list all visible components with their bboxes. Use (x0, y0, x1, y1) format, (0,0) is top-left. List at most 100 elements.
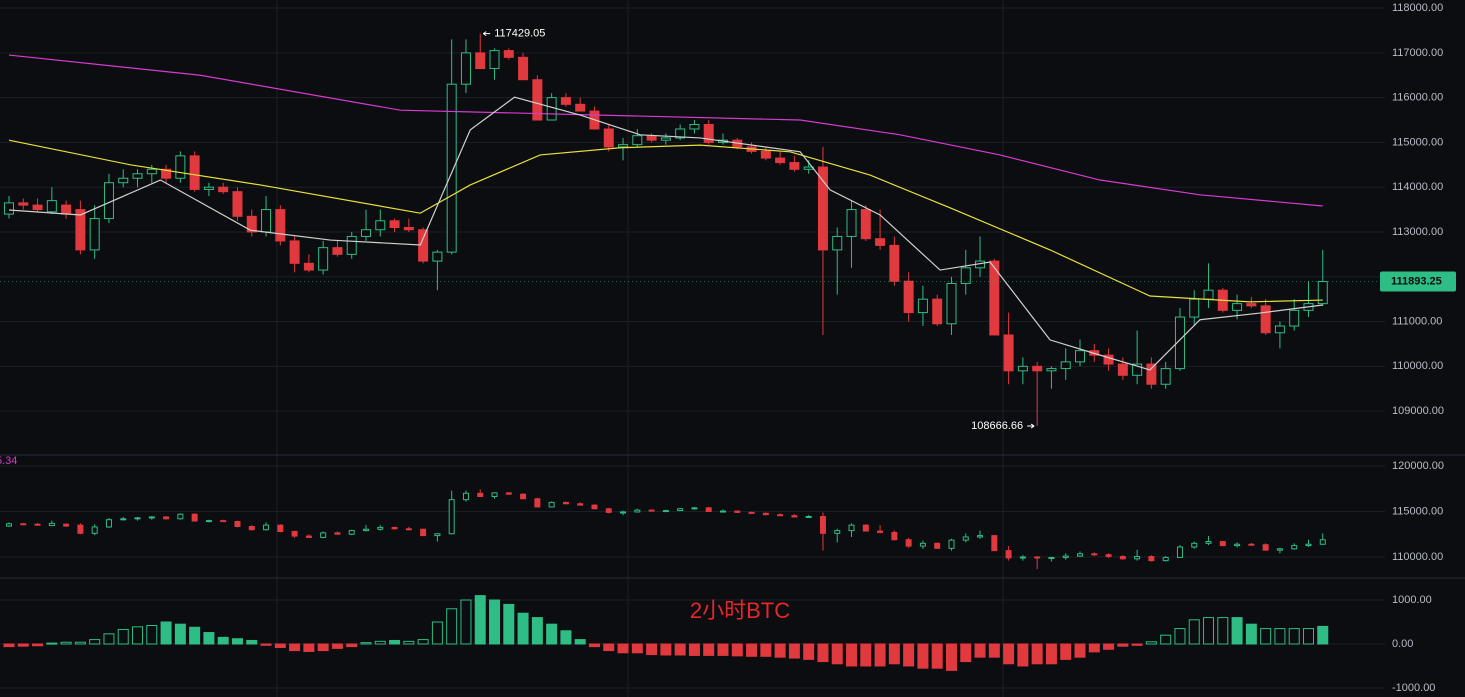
candle-body (1160, 368, 1171, 385)
histogram-bar (60, 641, 72, 645)
candle-body (1017, 365, 1028, 372)
y-tick-label: 115000.00 (1392, 136, 1443, 148)
histogram-bar (603, 643, 615, 652)
candle-body (791, 515, 798, 518)
histogram-bar (274, 643, 286, 649)
candle-body (1117, 363, 1128, 376)
candle-body (548, 501, 555, 508)
histogram-bar (360, 642, 372, 645)
candle-body (675, 128, 686, 139)
candle-body (534, 498, 541, 508)
y-tick-label: 117000.00 (1392, 47, 1443, 59)
candle-body (989, 260, 1000, 336)
candle-body (120, 518, 127, 521)
candle-body (505, 492, 512, 495)
candle-body (948, 539, 955, 549)
candle-body (1232, 303, 1243, 311)
candle-body (1246, 303, 1257, 307)
candle-body (932, 298, 943, 325)
histogram-bar (945, 643, 957, 671)
annotation-arrow (1027, 423, 1035, 429)
candle-body (689, 123, 700, 130)
candle-body (962, 536, 969, 541)
candle-body (34, 523, 41, 526)
candle-body (361, 229, 371, 237)
candle-body (520, 493, 527, 500)
candle-body (175, 155, 186, 179)
histogram-bar (460, 599, 472, 645)
candle-body (1019, 556, 1026, 559)
moving-average-line (8, 96, 1323, 371)
candle-body (75, 209, 86, 251)
candle-body (20, 523, 27, 526)
histogram-bar (874, 643, 886, 667)
candle-body (1176, 546, 1183, 558)
candle-body (1062, 555, 1069, 558)
candle-body (503, 50, 514, 58)
y-tick-label: 1000.00 (1392, 594, 1432, 606)
histogram-bar (560, 630, 572, 645)
candle-body (1162, 556, 1169, 562)
candle-body (91, 526, 98, 534)
candle-body (232, 191, 243, 217)
histogram-bar (1317, 625, 1329, 645)
candle-body (105, 519, 112, 528)
histogram-bar (1203, 617, 1215, 645)
histogram-bar (1074, 643, 1086, 658)
candle-body (1005, 550, 1012, 559)
histogram-bar (660, 643, 672, 656)
candle-body (1174, 316, 1185, 370)
candle-body (677, 508, 684, 512)
histogram-bar (231, 638, 243, 645)
candle-body (1146, 363, 1157, 385)
candle-body (705, 507, 712, 512)
candle-body (1319, 539, 1326, 545)
candle-body (1034, 556, 1041, 559)
candle-body (391, 526, 398, 530)
candle-body (161, 168, 172, 179)
histogram-bar (731, 643, 743, 657)
candle-body (4, 202, 14, 215)
candle-body (32, 204, 43, 211)
candle-body (903, 280, 914, 314)
histogram-bar (1160, 634, 1172, 645)
y-tick-label: 116000.00 (1392, 92, 1443, 104)
histogram-bar (474, 595, 486, 645)
candle-body (860, 209, 871, 240)
candle-body (118, 177, 129, 184)
candle-body (834, 530, 841, 534)
candle-body (762, 512, 769, 516)
histogram-bar (1231, 617, 1243, 645)
candle-body (405, 528, 412, 531)
candle-body (518, 56, 529, 81)
histogram-bar (331, 643, 343, 649)
histogram-bar (1117, 643, 1129, 647)
candle-body (462, 492, 469, 501)
candle-body (720, 510, 726, 513)
candle-body (1032, 365, 1043, 372)
candle-body (819, 516, 826, 534)
candle-body (63, 523, 70, 527)
candle-body (305, 535, 312, 538)
candle-body (1119, 556, 1126, 560)
histogram-bar (1302, 628, 1314, 645)
histogram-bar (1188, 619, 1200, 645)
candle-body (1003, 334, 1014, 372)
histogram-bar (446, 608, 458, 645)
histogram-bar (160, 621, 172, 645)
candle-body (203, 186, 214, 190)
candle-body (332, 247, 343, 255)
candle-body (891, 531, 898, 541)
histogram-bar (931, 643, 943, 669)
candle-body (334, 532, 341, 535)
candle-body (560, 97, 571, 105)
candle-body (1260, 305, 1271, 334)
candle-body (234, 521, 241, 528)
candle-body (703, 123, 714, 143)
histogram-bar (1174, 628, 1186, 645)
candle-body (1132, 363, 1143, 376)
histogram-bar (417, 639, 429, 645)
candle-body (191, 513, 198, 522)
candle-body (375, 220, 386, 231)
low-annotation: 108666.66 (971, 420, 1023, 432)
